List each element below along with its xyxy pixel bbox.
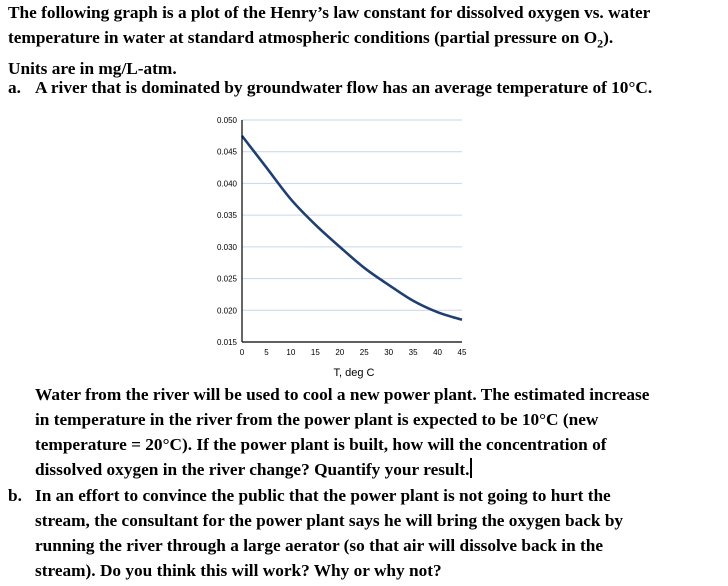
- x-tick-label: 35: [409, 348, 418, 357]
- x-tick-label: 30: [384, 348, 393, 357]
- part-b-line-1: In an effort to convince the public that…: [35, 486, 611, 505]
- y-tick-label: 0.050: [217, 116, 238, 125]
- part-b-body: In an effort to convince the public that…: [35, 483, 725, 583]
- x-tick-label: 45: [458, 348, 467, 357]
- x-tick-label: 0: [240, 348, 245, 357]
- part-b-line-3: running the river through a large aerato…: [35, 536, 604, 555]
- intro-line-3: Units are in mg/L-atm.: [8, 59, 177, 79]
- part-a-followup: Water from the river will be used to coo…: [35, 382, 725, 482]
- x-tick-labels: 0 5 10 15 20 25 30 35 40 45: [240, 348, 467, 357]
- x-axis-label: T, deg C: [334, 367, 375, 379]
- part-a-line-4-text: dissolved oxygen in the river change? Qu…: [35, 460, 470, 479]
- part-a-line-4: dissolved oxygen in the river change? Qu…: [35, 457, 725, 482]
- y-tick-labels: 0.015 0.020 0.025 0.030 0.035 0.040 0.045 0.050: [217, 116, 238, 347]
- intro-paragraph: The following graph is a plot of the Hen…: [8, 0, 724, 81]
- part-b-line-2: stream, the consultant for the power pla…: [35, 511, 624, 530]
- x-tick-label: 40: [433, 348, 442, 357]
- y-tick-label: 0.025: [217, 275, 238, 284]
- y-tick-label: 0.040: [217, 179, 238, 188]
- part-a-label: a.: [8, 78, 21, 97]
- part-a-question: A river that is dominated by groundwater…: [35, 75, 725, 100]
- intro-line-2-end: ).: [603, 28, 614, 47]
- part-a-question-text: A river that is dominated by groundwater…: [35, 78, 653, 97]
- x-tick-label: 15: [311, 348, 320, 357]
- intro-line-1: The following graph is a plot of the Hen…: [8, 3, 651, 22]
- y-tick-label: 0.015: [217, 338, 238, 347]
- part-a-line-3: temperature = 20°C). If the power plant …: [35, 435, 607, 454]
- intro-line-2: temperature in water at standard atmosph…: [8, 25, 724, 56]
- x-tick-label: 5: [264, 348, 269, 357]
- series-line: [240, 135, 463, 322]
- part-b-line-4: stream). Do you think this will work? Wh…: [35, 561, 442, 580]
- x-tick-label: 25: [360, 348, 369, 357]
- y-tick-label: 0.020: [217, 306, 238, 315]
- part-b-label: b.: [8, 486, 22, 505]
- intro-line-2-text: temperature in water at standard atmosph…: [8, 28, 598, 47]
- part-a-line-2: in temperature in the river from the pow…: [35, 410, 599, 429]
- part-a-line-1: Water from the river will be used to coo…: [35, 385, 650, 404]
- x-tick-label: 10: [286, 348, 295, 357]
- x-tick-label: 20: [335, 348, 344, 357]
- text-cursor: [470, 458, 473, 478]
- y-tick-label: 0.045: [217, 148, 238, 157]
- y-tick-label: 0.030: [217, 243, 238, 252]
- y-tick-label: 0.035: [217, 211, 238, 220]
- henrys-law-chart: 0.015 0.020 0.025 0.030 0.035 0.040 0.045 0.050…: [217, 116, 467, 379]
- o2-subscript: 2: [597, 36, 604, 51]
